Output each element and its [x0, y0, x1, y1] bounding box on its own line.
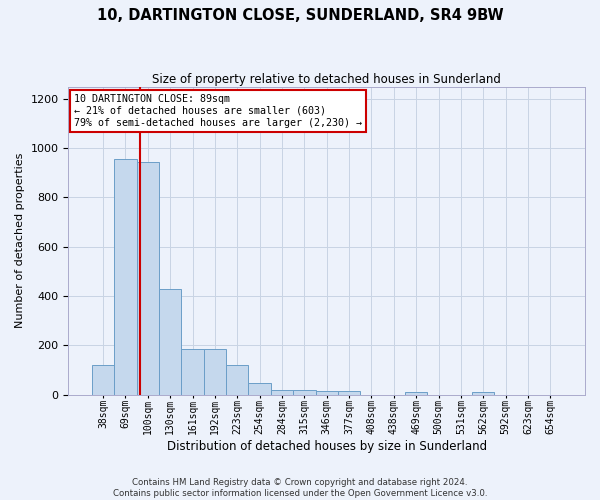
Text: Contains HM Land Registry data © Crown copyright and database right 2024.
Contai: Contains HM Land Registry data © Crown c… — [113, 478, 487, 498]
X-axis label: Distribution of detached houses by size in Sunderland: Distribution of detached houses by size … — [167, 440, 487, 452]
Bar — [405, 392, 427, 394]
Bar — [181, 349, 204, 395]
Text: 10, DARTINGTON CLOSE, SUNDERLAND, SR4 9BW: 10, DARTINGTON CLOSE, SUNDERLAND, SR4 9B… — [97, 8, 503, 22]
Bar — [472, 392, 494, 394]
Bar — [338, 391, 360, 394]
Bar — [248, 384, 271, 394]
Bar — [114, 160, 137, 394]
Bar — [293, 390, 316, 394]
Bar — [226, 365, 248, 394]
Bar — [204, 349, 226, 395]
Bar — [159, 288, 181, 395]
Bar — [92, 365, 114, 394]
Bar — [137, 162, 159, 394]
Bar — [271, 390, 293, 394]
Y-axis label: Number of detached properties: Number of detached properties — [15, 153, 25, 328]
Bar — [316, 391, 338, 394]
Title: Size of property relative to detached houses in Sunderland: Size of property relative to detached ho… — [152, 72, 501, 86]
Text: 10 DARTINGTON CLOSE: 89sqm
← 21% of detached houses are smaller (603)
79% of sem: 10 DARTINGTON CLOSE: 89sqm ← 21% of deta… — [74, 94, 362, 128]
